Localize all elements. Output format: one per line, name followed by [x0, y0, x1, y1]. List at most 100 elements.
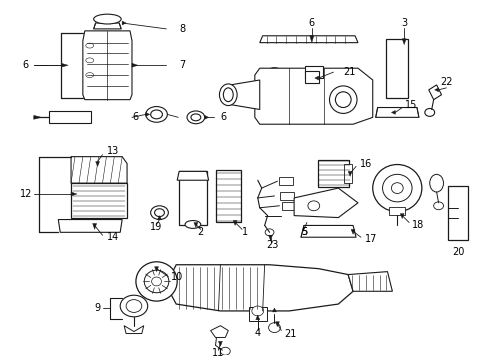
Text: 22: 22	[439, 77, 452, 87]
Text: 13: 13	[107, 146, 120, 156]
Text: 4: 4	[254, 328, 260, 338]
Ellipse shape	[429, 174, 443, 192]
Polygon shape	[124, 326, 143, 333]
Ellipse shape	[120, 295, 147, 317]
Ellipse shape	[424, 108, 434, 116]
Bar	[216, 170, 240, 221]
Bar	[388, 207, 405, 215]
Ellipse shape	[382, 174, 411, 202]
Polygon shape	[293, 188, 357, 217]
Text: 8: 8	[179, 24, 185, 34]
Bar	[179, 171, 206, 225]
Ellipse shape	[126, 300, 142, 312]
Polygon shape	[350, 229, 354, 234]
Ellipse shape	[220, 347, 230, 355]
Ellipse shape	[186, 111, 204, 124]
Polygon shape	[301, 225, 355, 237]
Text: 17: 17	[364, 234, 376, 244]
Ellipse shape	[372, 165, 421, 212]
Text: 18: 18	[411, 220, 424, 230]
Ellipse shape	[264, 77, 284, 112]
Polygon shape	[177, 171, 208, 180]
Polygon shape	[314, 76, 318, 80]
Polygon shape	[309, 36, 313, 43]
Polygon shape	[272, 308, 276, 312]
Polygon shape	[71, 183, 127, 217]
Polygon shape	[145, 112, 149, 116]
Polygon shape	[94, 23, 121, 29]
Text: 14: 14	[107, 232, 120, 242]
Ellipse shape	[85, 73, 94, 77]
Polygon shape	[434, 88, 438, 92]
Text: 23: 23	[266, 240, 278, 250]
Polygon shape	[96, 162, 100, 166]
Text: 1: 1	[242, 227, 247, 237]
Polygon shape	[402, 39, 406, 45]
Polygon shape	[132, 63, 138, 67]
Polygon shape	[375, 108, 418, 117]
Ellipse shape	[151, 277, 161, 286]
Bar	[280, 192, 293, 200]
Bar	[305, 71, 318, 83]
Ellipse shape	[85, 58, 94, 63]
Text: 15: 15	[405, 100, 417, 109]
Ellipse shape	[329, 86, 356, 113]
Ellipse shape	[268, 323, 280, 333]
Polygon shape	[82, 31, 132, 100]
Text: 20: 20	[451, 247, 464, 257]
Polygon shape	[204, 115, 208, 119]
Ellipse shape	[144, 270, 168, 293]
Polygon shape	[259, 36, 357, 43]
Polygon shape	[233, 221, 237, 225]
Bar	[49, 112, 91, 123]
Bar	[386, 39, 407, 98]
Ellipse shape	[85, 43, 94, 48]
Polygon shape	[71, 157, 127, 183]
Polygon shape	[347, 272, 391, 291]
Polygon shape	[268, 235, 272, 240]
Bar	[248, 307, 266, 321]
Polygon shape	[390, 111, 394, 114]
Text: 12: 12	[20, 189, 32, 199]
Bar	[317, 159, 348, 187]
Polygon shape	[254, 68, 372, 124]
Polygon shape	[122, 21, 126, 25]
Text: 11: 11	[212, 348, 224, 358]
Polygon shape	[157, 216, 161, 220]
Polygon shape	[255, 315, 259, 320]
Polygon shape	[400, 213, 404, 219]
Ellipse shape	[257, 68, 291, 122]
Polygon shape	[71, 192, 77, 196]
Text: 5: 5	[300, 227, 306, 237]
Ellipse shape	[307, 201, 319, 211]
Polygon shape	[93, 224, 97, 229]
Text: 6: 6	[23, 60, 29, 70]
Ellipse shape	[433, 202, 443, 210]
Text: 16: 16	[359, 158, 371, 168]
Bar	[305, 66, 322, 78]
Text: 3: 3	[400, 18, 407, 28]
Ellipse shape	[154, 209, 164, 217]
Polygon shape	[169, 265, 352, 311]
Polygon shape	[210, 326, 228, 337]
Text: 6: 6	[132, 112, 138, 122]
Ellipse shape	[223, 88, 233, 102]
Polygon shape	[61, 63, 68, 67]
Ellipse shape	[190, 114, 201, 121]
Polygon shape	[347, 171, 351, 176]
Ellipse shape	[150, 110, 162, 119]
Polygon shape	[154, 267, 158, 272]
Ellipse shape	[390, 183, 403, 194]
Bar	[282, 202, 296, 210]
Text: 19: 19	[150, 222, 163, 233]
Ellipse shape	[335, 92, 350, 108]
Ellipse shape	[136, 262, 177, 301]
Ellipse shape	[264, 229, 273, 236]
Polygon shape	[34, 115, 41, 119]
Bar	[344, 163, 351, 183]
Ellipse shape	[150, 206, 168, 220]
Text: 6: 6	[308, 18, 314, 28]
Polygon shape	[58, 220, 122, 232]
Text: 9: 9	[94, 303, 101, 313]
Polygon shape	[230, 80, 259, 109]
